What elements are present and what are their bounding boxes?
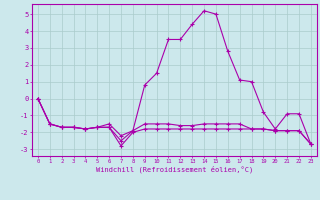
X-axis label: Windchill (Refroidissement éolien,°C): Windchill (Refroidissement éolien,°C) <box>96 166 253 173</box>
